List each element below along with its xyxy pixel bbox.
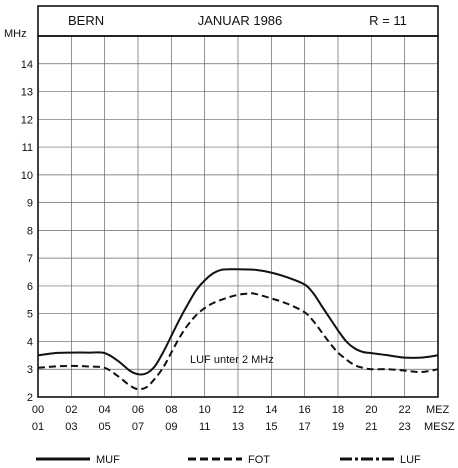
x-unit-top: MEZ [426,404,450,416]
x-tick-label-bottom: 03 [65,421,77,433]
y-tick-label: 12 [21,114,33,126]
y-tick-label: 13 [21,87,33,99]
series-line-fot [37,292,439,391]
y-axis-unit: MHz [4,28,27,40]
y-tick-label: 5 [27,309,33,321]
y-tick-label: 9 [27,198,33,210]
x-tick-label-top: 12 [232,404,244,416]
legend-label-muf: MUF [96,454,120,466]
x-tick-label-top: 22 [399,404,411,416]
x-tick-label-top: 00 [32,404,44,416]
y-tick-label: 14 [21,59,33,71]
x-tick-label-bottom: 21 [365,421,377,433]
y-tick-label: 2 [27,392,33,404]
y-tick-label: 4 [27,336,33,348]
x-tick-label-bottom: 17 [299,421,311,433]
x-tick-label-bottom: 07 [132,421,144,433]
x-tick-label-bottom: 19 [332,421,344,433]
x-tick-label-top: 18 [332,404,344,416]
y-tick-label: 6 [27,281,33,293]
legend-label-fot: FOT [248,454,270,466]
legend-label-luf: LUF [400,454,421,466]
x-tick-label-top: 04 [99,404,111,416]
y-tick-label: 11 [22,142,33,154]
plot-frame [37,35,439,398]
x-tick-label-bottom: 23 [399,421,411,433]
y-tick-label: 8 [27,225,33,237]
x-tick-label-bottom: 11 [199,421,210,433]
x-tick-label-top: 16 [299,404,311,416]
y-tick-labels: 2 3 4 5 6 7 8 9 10 11 12 13 14 [21,59,33,404]
header-month: JANUAR 1986 [198,13,283,28]
x-tick-label-bottom: 05 [99,421,111,433]
x-unit-bottom: MESZ [424,421,455,433]
x-tick-label-top: 20 [365,404,377,416]
annotation-luf: LUF unter 2 MHz [190,354,274,366]
x-tick-label-bottom: 13 [232,421,244,433]
x-tick-label-top: 02 [65,404,77,416]
grid [38,36,438,397]
x-tick-label-top: 14 [265,404,277,416]
x-tick-label-top: 08 [165,404,177,416]
y-tick-label: 10 [21,170,33,182]
x-tick-label-top: 06 [132,404,144,416]
y-tick-label: 3 [27,364,33,376]
series [37,268,439,391]
header-station: BERN [68,13,104,28]
x-tick-label-bottom: 01 [32,421,44,433]
legend: MUF FOT LUF [36,454,421,466]
x-tick-labels: 00 02 04 06 08 10 12 14 16 18 20 22 01 03 05 07 09 11 13 15… [32,404,411,433]
series-line-muf [37,268,439,376]
x-tick-label-bottom: 15 [265,421,277,433]
x-tick-label-top: 10 [199,404,211,416]
header-sunspot: R = 11 [369,13,407,28]
y-tick-label: 7 [27,253,33,265]
x-tick-label-bottom: 09 [165,421,177,433]
